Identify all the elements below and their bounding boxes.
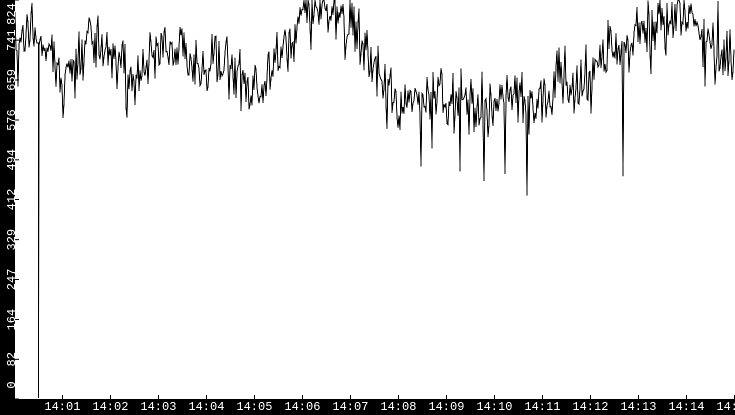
svg-text:0: 0 <box>5 381 19 388</box>
svg-text:741: 741 <box>5 29 19 51</box>
svg-text:824: 824 <box>5 3 19 25</box>
svg-text:14:07: 14:07 <box>332 400 368 414</box>
svg-text:14:03: 14:03 <box>140 400 176 414</box>
svg-text:82: 82 <box>5 352 19 366</box>
svg-text:659: 659 <box>5 69 19 91</box>
svg-text:14:15: 14:15 <box>716 400 735 414</box>
svg-text:247: 247 <box>5 269 19 291</box>
svg-text:14:04: 14:04 <box>188 400 224 414</box>
svg-text:14:06: 14:06 <box>284 400 320 414</box>
svg-text:576: 576 <box>5 109 19 131</box>
svg-text:14:05: 14:05 <box>236 400 272 414</box>
svg-text:412: 412 <box>5 189 19 211</box>
svg-text:14:12: 14:12 <box>572 400 608 414</box>
svg-text:14:11: 14:11 <box>524 400 560 414</box>
svg-text:494: 494 <box>5 149 19 171</box>
svg-text:14:01: 14:01 <box>44 400 80 414</box>
svg-text:14:13: 14:13 <box>620 400 656 414</box>
svg-text:14:09: 14:09 <box>428 400 464 414</box>
svg-text:329: 329 <box>5 229 19 251</box>
svg-text:14:14: 14:14 <box>668 400 704 414</box>
svg-text:14:08: 14:08 <box>380 400 416 414</box>
svg-text:14:10: 14:10 <box>476 400 512 414</box>
svg-text:14:02: 14:02 <box>92 400 128 414</box>
svg-text:164: 164 <box>5 309 19 331</box>
